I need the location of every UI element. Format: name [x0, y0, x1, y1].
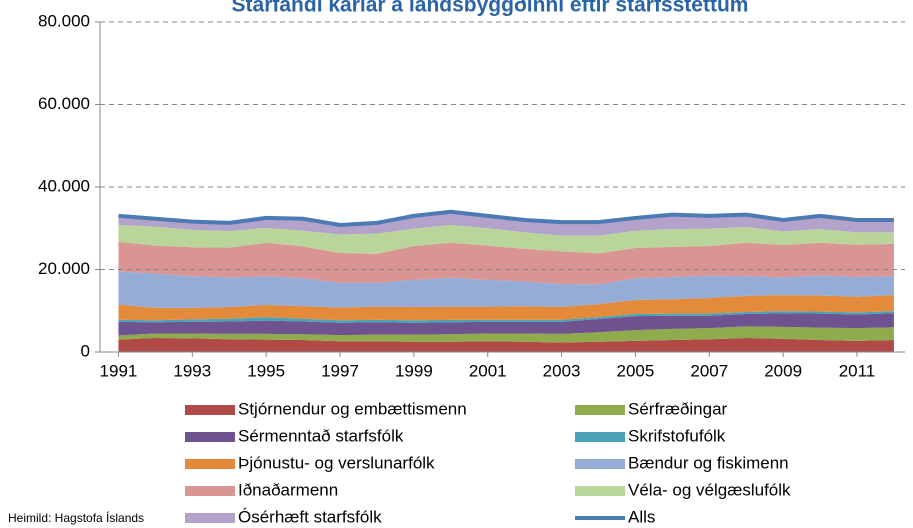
y-tick-label: 40.000 — [38, 176, 90, 195]
legend-swatch — [185, 459, 235, 469]
x-tick-label: 1995 — [247, 361, 285, 380]
area — [118, 313, 894, 336]
area — [118, 271, 894, 308]
legend-swatch — [185, 405, 235, 415]
area — [118, 241, 894, 285]
legend-label: Sérmenntað starfsfólk — [238, 426, 404, 445]
legend-label: Véla- og vélgæslufólk — [628, 480, 791, 499]
area — [118, 326, 894, 343]
legend-label: Iðnaðarmenn — [238, 480, 338, 499]
y-tick-label: 20.000 — [38, 259, 90, 278]
x-tick-label: 1999 — [395, 361, 433, 380]
y-tick-label: 0 — [81, 341, 90, 360]
chart-title: Starfandi karlar á landsbyggðinni eftir … — [232, 0, 749, 17]
y-tick-label: 60.000 — [38, 94, 90, 113]
legend-swatch — [185, 432, 235, 442]
x-tick-label: 2003 — [543, 361, 581, 380]
area — [118, 295, 894, 321]
legend-label: Alls — [628, 507, 655, 526]
legend-label: Ósérhæft starfsfólk — [238, 507, 382, 526]
legend-label: Stjórnendur og embættismenn — [238, 399, 467, 418]
legend-swatch — [575, 405, 625, 415]
legend-label: Sérfræðingar — [628, 399, 728, 418]
legend-swatch — [575, 459, 625, 469]
legend-swatch — [575, 486, 625, 496]
legend-swatch — [575, 432, 625, 442]
x-tick-label: 2007 — [690, 361, 728, 380]
y-tick-label: 80.000 — [38, 11, 90, 30]
area — [118, 337, 894, 352]
legend-label: Skrifstofufólk — [628, 426, 726, 445]
area — [118, 311, 894, 323]
area — [118, 211, 894, 236]
legend-label: Þjónustu- og verslunarfólk — [238, 453, 435, 472]
legend-label: Bændur og fiskimenn — [628, 453, 789, 472]
x-tick-label: 1997 — [321, 361, 359, 380]
legend-swatch — [185, 486, 235, 496]
x-tick-label: 1991 — [100, 361, 138, 380]
source: Heimild: Hagstofa Íslands — [8, 510, 144, 525]
x-tick-label: 2005 — [617, 361, 655, 380]
x-tick-label: 1993 — [173, 361, 211, 380]
area — [118, 224, 894, 254]
total-line — [118, 209, 894, 227]
x-tick-label: 2009 — [764, 361, 802, 380]
legend-swatch — [185, 513, 235, 523]
x-tick-label: 2011 — [839, 361, 876, 380]
x-tick-label: 2001 — [469, 361, 507, 380]
